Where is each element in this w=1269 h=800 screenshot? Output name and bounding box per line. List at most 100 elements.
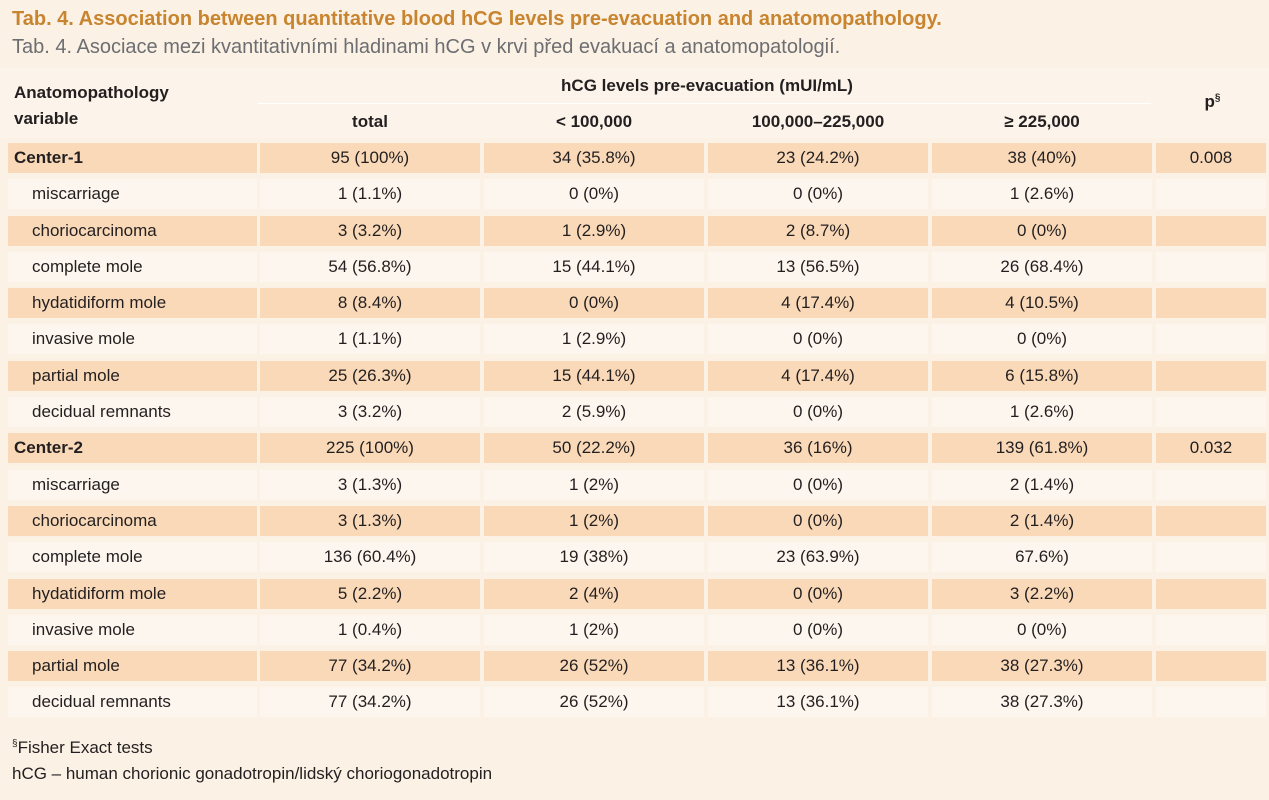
header-col-100000-225000: 100,000–225,000 [751,112,885,131]
table-cell: 34 (35.8%) [484,143,704,173]
row-label: miscarriage [32,184,120,204]
table-cell: 13 (36.1%) [708,687,928,718]
p-value-cell [1156,542,1266,573]
table-cell: 15 (44.1%) [484,360,704,391]
table-cell: 0 (0%) [708,578,928,609]
table-cell: 1 (1.1%) [260,324,480,355]
table-cell: 95 (100%) [260,143,480,173]
table-row: complete mole 136 (60.4%) 19 (38%) 23 (63.9… [0,539,1269,575]
table-row: invasive mole 1 (0.4%) 1 (2%) 0 (0%) 0 (0%) [0,612,1269,648]
table-cell: 19 (38%) [484,542,704,573]
row-label-cell: decidual remnants [8,397,257,428]
table-group-row: Center-1 95 (100%) 34 (35.8%) 23 (24.2%) 38 … [0,140,1269,176]
table-row: partial mole 25 (26.3%) 15 (44.1%) 4 (17.4%… [0,358,1269,394]
table-cell: 1 (1.1%) [260,179,480,210]
table-cell: 26 (52%) [484,651,704,682]
table-cell: 225 (100%) [260,433,480,464]
table-cell: 5 (2.2%) [260,578,480,609]
table-cell: 4 (10.5%) [932,288,1152,319]
row-label: partial mole [32,656,120,676]
table-row: partial mole 77 (34.2%) 26 (52%) 13 (36.1%)… [0,648,1269,684]
table-cell: 2 (4%) [484,578,704,609]
table-cell: 2 (5.9%) [484,397,704,428]
table-cell: 139 (61.8%) [932,433,1152,464]
table-row: choriocarcinoma 3 (3.2%) 1 (2.9%) 2 (8.7%) 0… [0,213,1269,249]
row-label: choriocarcinoma [32,510,157,530]
row-label: invasive mole [32,329,135,349]
row-label: Center-2 [14,438,83,458]
table-cell: 50 (22.2%) [484,433,704,464]
table-cell: 2 (1.4%) [932,469,1152,500]
table-cell: 6 (15.8%) [932,360,1152,391]
header-p-label: p [1204,92,1215,111]
p-value-cell [1156,360,1266,391]
p-value-cell [1156,215,1266,246]
table-cell: 0 (0%) [708,505,928,536]
table-cell: 0 (0%) [708,324,928,355]
table-title-english: Tab. 4. Association between quantitative… [12,8,942,30]
row-label-cell: Center-1 [8,143,257,173]
row-label: choriocarcinoma [32,220,157,240]
p-value-cell: 0.008 [1156,143,1266,173]
table-cell: 38 (27.3%) [932,687,1152,718]
table-cell: 36 (16%) [708,433,928,464]
row-label-cell: miscarriage [8,179,257,210]
row-label-cell: invasive mole [8,324,257,355]
row-label: complete mole [32,256,143,276]
table-cell: 3 (2.2%) [932,578,1152,609]
table-title-czech: Tab. 4. Asociace mezi kvantitativními hl… [12,36,841,58]
table-cell: 38 (27.3%) [932,651,1152,682]
row-label-cell: complete mole [8,251,257,282]
row-label-cell: partial mole [8,651,257,682]
table-row: complete mole 54 (56.8%) 15 (44.1%) 13 (56.… [0,249,1269,285]
table-cell: 0 (0%) [708,397,928,428]
footnote-fisher: §Fisher Exact tests [12,738,153,758]
row-label-cell: hydatidiform mole [8,288,257,319]
table-cell: 23 (24.2%) [708,143,928,173]
p-value-cell [1156,288,1266,319]
row-label: invasive mole [32,619,135,639]
table-cell: 1 (2%) [484,614,704,645]
table-cell: 23 (63.9%) [708,542,928,573]
table-cell: 26 (68.4%) [932,251,1152,282]
table-row: choriocarcinoma 3 (1.3%) 1 (2%) 0 (0%) 2 (1.… [0,503,1269,539]
table-cell: 3 (1.3%) [260,469,480,500]
p-value-cell [1156,324,1266,355]
footnote-fisher-text: Fisher Exact tests [17,738,153,757]
p-value-cell [1156,397,1266,428]
table-cell: 3 (1.3%) [260,505,480,536]
table-cell: 2 (8.7%) [708,215,928,246]
row-label-cell: hydatidiform mole [8,578,257,609]
table-cell: 0 (0%) [932,614,1152,645]
table-row: miscarriage 1 (1.1%) 0 (0%) 0 (0%) 1 (2.6%) [0,176,1269,212]
table-cell: 136 (60.4%) [260,542,480,573]
table-cell: 15 (44.1%) [484,251,704,282]
table-cell: 1 (2.6%) [932,179,1152,210]
row-label-cell: choriocarcinoma [8,505,257,536]
table-cell: 3 (3.2%) [260,215,480,246]
row-label-cell: miscarriage [8,469,257,500]
header-divider [258,103,1151,104]
table-cell: 4 (17.4%) [708,288,928,319]
table-cell: 8 (8.4%) [260,288,480,319]
table-row: decidual remnants 3 (3.2%) 2 (5.9%) 0 (0%) 1… [0,394,1269,430]
p-value-cell [1156,687,1266,718]
row-label: decidual remnants [32,402,171,422]
table-body: Center-1 95 (100%) 34 (35.8%) 23 (24.2%) 38 … [0,140,1269,721]
table-cell: 1 (2.9%) [484,324,704,355]
table-group-row: Center-2 225 (100%) 50 (22.2%) 36 (16%) 139 … [0,430,1269,466]
header-variable-line1: Anatomopathology [14,83,169,102]
table-cell: 13 (56.5%) [708,251,928,282]
table-cell: 0 (0%) [932,215,1152,246]
row-label-cell: partial mole [8,360,257,391]
table-cell: 1 (2%) [484,505,704,536]
table-row: invasive mole 1 (1.1%) 1 (2.9%) 0 (0%) 0 (0%… [0,321,1269,357]
table-cell: 54 (56.8%) [260,251,480,282]
row-label: hydatidiform mole [32,583,167,603]
header-col-gte-225000: ≥ 225,000 [1004,112,1080,131]
table-cell: 26 (52%) [484,687,704,718]
header-p-value: p§ [1155,92,1269,112]
table-cell: 0 (0%) [932,324,1152,355]
footnote-mark: § [12,738,18,750]
